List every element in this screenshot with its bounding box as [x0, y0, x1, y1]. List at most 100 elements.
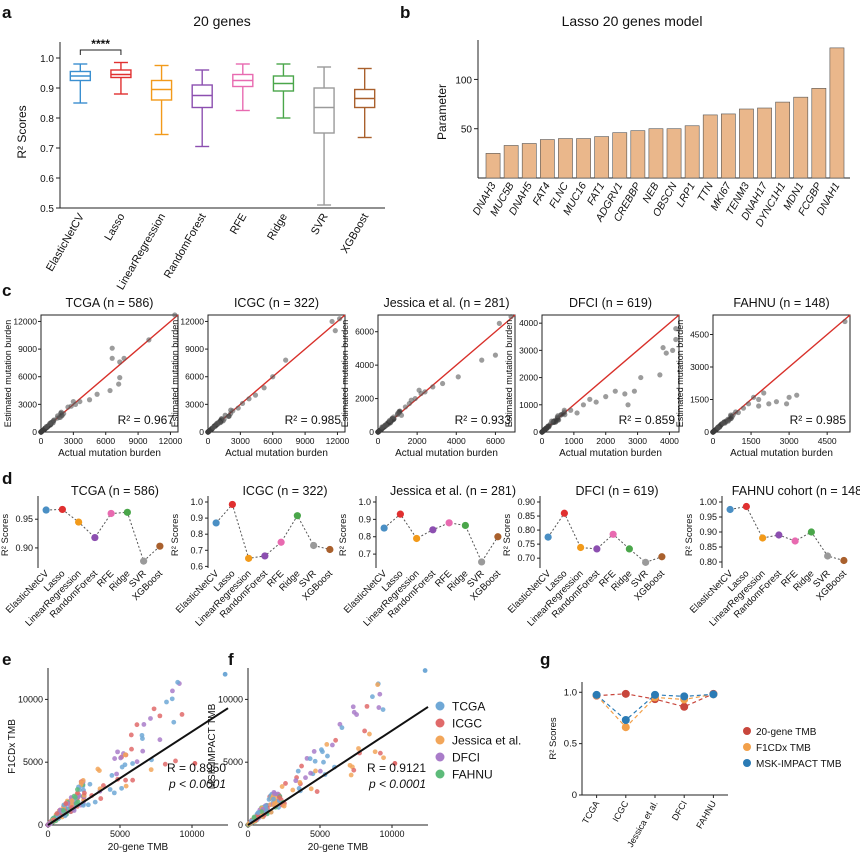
- panel-e-point: [114, 771, 120, 777]
- panel-e-point: [157, 737, 163, 743]
- panel-c-title: FAHNU (n = 148): [733, 296, 829, 310]
- panel-c-xtick-label: 12000: [159, 436, 183, 446]
- panel-e-point: [134, 722, 140, 728]
- scatter-point: [77, 398, 83, 405]
- scatter-point: [230, 408, 236, 414]
- scatter-point: [593, 399, 599, 405]
- legend-marker-dfci: [435, 752, 445, 762]
- panel-f-legend: TCGA ICGC Jessica et al. DFCI FAHNU: [435, 700, 521, 782]
- panel-e-point: [128, 732, 134, 738]
- bar-dnah17: [757, 107, 772, 179]
- panel-a-ytick-label: 0.7: [40, 144, 54, 155]
- scatter-point: [391, 414, 397, 420]
- panel-c-xtick-label: 0: [206, 436, 211, 446]
- panel-g-legend-marker: [743, 759, 751, 767]
- panel-f-point-cluster: [271, 796, 276, 802]
- panel-d-ylabel: R² Scores: [0, 514, 11, 556]
- panel-c-ytick-label: 12000: [13, 316, 37, 326]
- panel-f-point: [297, 779, 303, 785]
- panel-c-ylabel: Estimated mutation burden: [675, 320, 685, 428]
- panel-e-ytick-label: 0: [38, 820, 43, 830]
- panel-g-point: [680, 692, 689, 701]
- bar-ttn: [702, 114, 718, 179]
- scatter-point: [761, 390, 767, 396]
- bar-flnc: [558, 138, 573, 179]
- panel-g-point: [621, 716, 630, 725]
- panel-d-title: Jessica et al. (n = 281): [390, 484, 516, 498]
- bar-fcgbp: [811, 88, 827, 179]
- box-body: [110, 69, 132, 79]
- legend-marker-icgc: [435, 718, 445, 728]
- significance-bracket: [79, 49, 122, 55]
- panel-a-ytick-label: 0.5: [40, 204, 54, 215]
- panel-d-ytick-label: 0.95: [15, 514, 33, 524]
- panel-f-point: [356, 746, 361, 751]
- panel-c-ytick-label: 9000: [185, 344, 204, 354]
- bar-obscn: [666, 128, 682, 179]
- bar-neb: [648, 128, 664, 179]
- panel-c-ytick-label: 0: [32, 427, 37, 437]
- panel-c-xlabel: Actual mutation burden: [395, 448, 498, 459]
- panel-c-xtick-label: 3000: [780, 436, 799, 446]
- panel-e-point: [129, 746, 134, 752]
- panel-b-title: Lasso 20 genes model: [562, 13, 703, 29]
- panel-e-point: [164, 699, 169, 705]
- scatter-point-cluster: [206, 428, 212, 435]
- panel-e-xtick-label: 0: [45, 829, 50, 839]
- panel-d-ytick-label: 0.90: [517, 497, 535, 507]
- bar-dnah3: [485, 153, 501, 179]
- scatter-point: [663, 350, 669, 356]
- scatter-point: [603, 394, 609, 400]
- panel-f-point: [347, 762, 353, 768]
- panel-d-ytick-label: 0.80: [517, 525, 535, 535]
- panel-f-p-label: p < 0.0001: [368, 777, 426, 791]
- panel-e-point: [123, 783, 129, 789]
- panel-d-connector: [215, 503, 330, 559]
- scatter-point: [416, 387, 422, 393]
- bar-crebbp: [630, 130, 646, 179]
- panel-e-point: [101, 783, 106, 788]
- scatter-point: [612, 388, 618, 394]
- panel-e-point: [109, 773, 115, 778]
- box-randomforest: [191, 69, 213, 148]
- box-linearregression: [150, 64, 173, 136]
- scatter-point: [580, 402, 587, 408]
- scatter-point: [246, 396, 252, 402]
- panel-e-point: [130, 761, 135, 766]
- bar-dnah5: [521, 143, 537, 179]
- panel-e-point-cluster: [71, 793, 77, 799]
- panel-d-ytick-label: 0.7: [190, 545, 203, 555]
- dot-rfe: [107, 509, 115, 518]
- scatter-point: [670, 347, 676, 353]
- scatter-point: [379, 424, 385, 430]
- box-lasso: [110, 61, 132, 95]
- scatter-point: [842, 318, 848, 325]
- panel-d-connector: [730, 505, 845, 561]
- panel-label-g: g: [540, 650, 550, 669]
- panel-f-point-cluster: [255, 810, 261, 816]
- scatter-point: [439, 380, 446, 387]
- scatter-point: [402, 404, 408, 410]
- panel-d-ytick-label: 0.80: [699, 557, 717, 567]
- dot-rfe: [791, 537, 799, 545]
- panel-c-ytick-label: 0: [199, 427, 204, 437]
- legend-label: FAHNU: [452, 768, 493, 782]
- panel-e-point: [151, 706, 157, 712]
- panel-label-a: a: [2, 3, 12, 22]
- scatter-point: [412, 395, 418, 402]
- dot-elasticnetcv: [380, 524, 388, 532]
- scatter-point: [555, 413, 561, 419]
- panel-f-point: [281, 803, 287, 809]
- panel-d-ytick-label: 0.85: [517, 511, 535, 521]
- panel-g-ytick-label: 0: [572, 790, 577, 801]
- scatter-point: [172, 312, 178, 318]
- panel-e-point: [87, 781, 93, 787]
- dot-xgboost: [326, 545, 334, 554]
- scatter-point-cluster: [555, 417, 561, 423]
- panel-e-point: [123, 777, 128, 783]
- scatter-point: [221, 416, 227, 422]
- panel-d-ytick-label: 0.7: [358, 549, 371, 559]
- panel-f-point: [375, 682, 381, 688]
- legend-label: ICGC: [452, 717, 482, 731]
